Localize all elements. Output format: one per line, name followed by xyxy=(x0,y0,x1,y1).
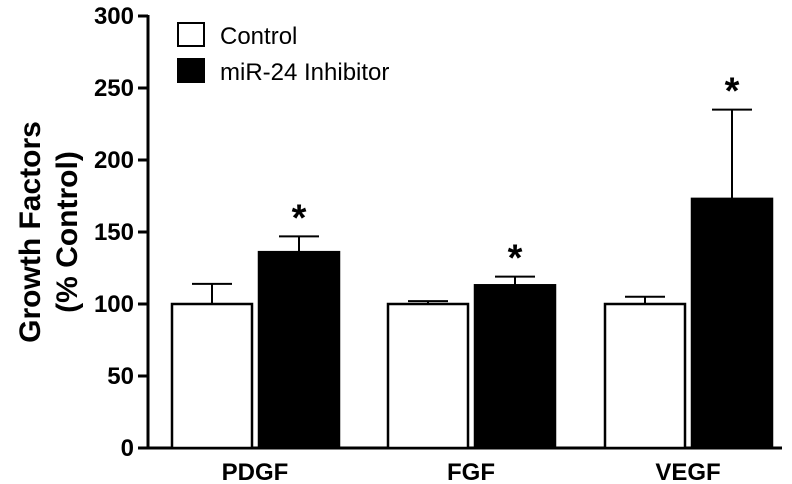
legend-label: miR-24 Inhibitor xyxy=(220,59,389,86)
bar xyxy=(603,302,687,450)
significance-marker: * xyxy=(508,238,523,280)
x-axis: PDGF FGF VEGF xyxy=(147,446,782,484)
y-axis-title-line: (% Control) xyxy=(51,151,84,313)
y-axis-title-line: Growth Factors xyxy=(14,121,47,343)
y-tick-label: 150 xyxy=(94,219,134,246)
legend-swatch xyxy=(177,22,205,47)
y-tick-label: 50 xyxy=(107,363,134,390)
bar xyxy=(473,284,557,450)
x-tick-label: PDGF xyxy=(222,459,289,484)
y-tick-label: 300 xyxy=(94,3,134,30)
legend-swatch xyxy=(177,58,205,83)
y-tick-label: 100 xyxy=(94,291,134,318)
significance-marker: * xyxy=(725,71,740,113)
legend: Control miR-24 Inhibitor xyxy=(177,22,389,86)
legend-label: Control xyxy=(220,23,297,50)
y-axis-title: Growth Factors (% Control) xyxy=(14,121,84,343)
bars: * * * xyxy=(170,71,774,450)
x-tick-label: FGF xyxy=(447,459,495,484)
y-axis: 0 50 100 150 200 250 300 xyxy=(94,3,150,462)
bar xyxy=(386,302,470,450)
x-tick-label: VEGF xyxy=(655,459,720,484)
y-tick-label: 250 xyxy=(94,75,134,102)
y-tick-label: 200 xyxy=(94,147,134,174)
bar xyxy=(257,250,341,450)
significance-marker: * xyxy=(292,197,307,239)
y-tick-label: 0 xyxy=(121,435,134,462)
bar xyxy=(170,302,254,450)
bar xyxy=(690,197,774,450)
